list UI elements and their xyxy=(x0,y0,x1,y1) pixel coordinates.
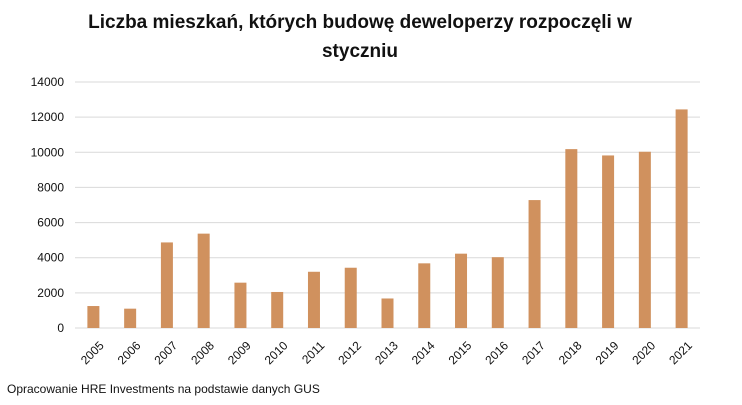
x-tick-label: 2012 xyxy=(335,338,364,367)
bar-2013 xyxy=(381,298,394,328)
y-tick-label: 12000 xyxy=(31,110,65,124)
bar-2010 xyxy=(271,291,284,328)
x-tick-label: 2016 xyxy=(482,338,511,367)
x-tick-label: 2011 xyxy=(299,338,327,366)
x-tick-label: 2018 xyxy=(556,338,585,367)
chart-title-line-2: styczniu xyxy=(321,41,399,62)
bar-2017 xyxy=(528,200,541,328)
bar-2008 xyxy=(197,233,210,328)
y-tick-label: 6000 xyxy=(37,216,64,230)
x-tick-label: 2009 xyxy=(225,338,254,367)
y-tick-label: 10000 xyxy=(31,145,65,159)
x-tick-label: 2015 xyxy=(446,338,475,367)
y-tick-label: 14000 xyxy=(31,75,65,89)
bar-2014 xyxy=(418,263,431,328)
y-tick-label: 0 xyxy=(57,321,64,335)
x-tick-label: 2013 xyxy=(372,338,401,367)
bars xyxy=(87,109,688,328)
bar-2021 xyxy=(675,109,688,328)
bar-2006 xyxy=(124,308,137,328)
bar-2015 xyxy=(455,253,468,328)
bar-2009 xyxy=(234,282,247,328)
x-tick-label: 2005 xyxy=(78,338,107,367)
x-axis-tick-labels: 2005 2006 2007 2008 2009 2010 2011 2012 2013 2014… xyxy=(78,338,695,367)
y-tick-label: 2000 xyxy=(37,286,64,300)
x-tick-label: 2008 xyxy=(188,338,217,367)
x-tick-label: 2007 xyxy=(151,338,180,367)
source-note: Opracowanie HRE Investments na podstawie… xyxy=(7,382,320,396)
bar-2020 xyxy=(638,151,651,328)
bar-2016 xyxy=(491,257,504,328)
y-tick-label: 4000 xyxy=(37,251,64,265)
y-tick-label: 8000 xyxy=(37,180,64,194)
y-axis-tick-labels: 0 2000 4000 6000 8000 10000 12000 14000 xyxy=(31,75,65,335)
chart-title-line-1: Liczba mieszkań, których budowę dewelope… xyxy=(88,12,632,33)
x-tick-label: 2010 xyxy=(262,338,291,367)
x-tick-label: 2021 xyxy=(666,338,695,367)
x-tick-label: 2014 xyxy=(409,338,438,367)
bar-2012 xyxy=(344,267,357,328)
x-tick-label: 2006 xyxy=(115,338,144,367)
chart-title: Liczba mieszkań, których budowę dewelope… xyxy=(0,8,720,66)
bar-2005 xyxy=(87,306,100,328)
x-tick-label: 2019 xyxy=(593,338,622,367)
x-tick-label: 2017 xyxy=(519,338,548,367)
bar-2019 xyxy=(602,155,615,328)
bar-2018 xyxy=(565,149,578,328)
bar-2007 xyxy=(160,242,173,328)
gridlines xyxy=(75,81,700,329)
bar-2011 xyxy=(307,271,320,328)
x-tick-label: 2020 xyxy=(629,338,658,367)
